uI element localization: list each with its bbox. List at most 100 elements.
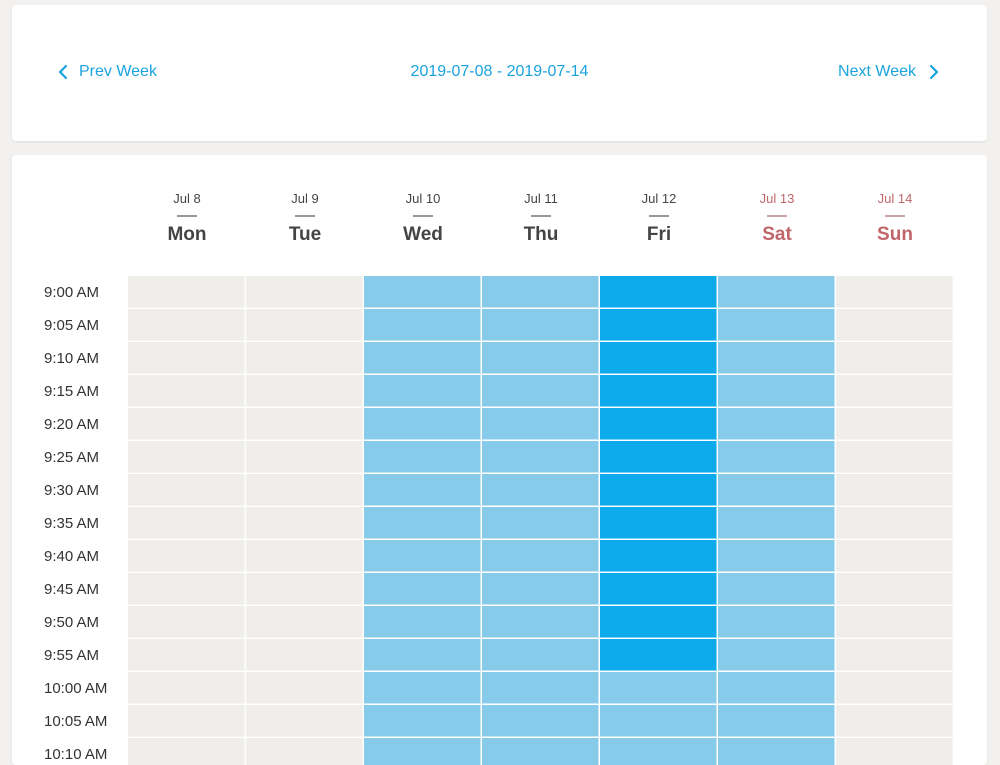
time-slot-sun[interactable] [836,408,953,440]
time-slot-wed[interactable] [364,408,481,440]
time-slot-thu[interactable] [482,474,599,506]
time-slot-mon[interactable] [128,606,245,638]
time-slot-fri[interactable] [600,507,717,539]
time-slot-thu[interactable] [482,408,599,440]
time-slot-wed[interactable] [364,639,481,671]
time-slot-sun[interactable] [836,705,953,737]
time-slot-wed[interactable] [364,672,481,704]
time-slot-sun[interactable] [836,309,953,341]
time-slot-sat[interactable] [718,276,835,308]
time-slot-mon[interactable] [128,342,245,374]
time-slot-tue[interactable] [246,408,363,440]
time-slot-tue[interactable] [246,639,363,671]
time-slot-wed[interactable] [364,276,481,308]
prev-week-button[interactable]: Prev Week [55,63,157,81]
time-slot-sat[interactable] [718,540,835,572]
time-slot-fri[interactable] [600,540,717,572]
time-slot-sun[interactable] [836,738,953,765]
time-slot-sat[interactable] [718,606,835,638]
time-slot-tue[interactable] [246,540,363,572]
time-slot-thu[interactable] [482,540,599,572]
time-slot-thu[interactable] [482,342,599,374]
time-slot-thu[interactable] [482,276,599,308]
time-slot-sat[interactable] [718,672,835,704]
time-slot-tue[interactable] [246,705,363,737]
time-slot-sat[interactable] [718,507,835,539]
time-slot-fri[interactable] [600,705,717,737]
time-slot-fri[interactable] [600,342,717,374]
time-slot-sun[interactable] [836,573,953,605]
time-slot-sun[interactable] [836,342,953,374]
time-slot-thu[interactable] [482,606,599,638]
time-slot-fri[interactable] [600,408,717,440]
time-slot-thu[interactable] [482,639,599,671]
time-slot-wed[interactable] [364,309,481,341]
time-slot-mon[interactable] [128,672,245,704]
next-week-button[interactable]: Next Week [838,63,942,81]
time-slot-tue[interactable] [246,738,363,765]
time-slot-thu[interactable] [482,507,599,539]
time-slot-sat[interactable] [718,738,835,765]
time-slot-sat[interactable] [718,474,835,506]
time-slot-fri[interactable] [600,606,717,638]
time-slot-mon[interactable] [128,738,245,765]
time-slot-sun[interactable] [836,606,953,638]
time-slot-sun[interactable] [836,639,953,671]
time-slot-thu[interactable] [482,573,599,605]
time-slot-sun[interactable] [836,375,953,407]
time-slot-thu[interactable] [482,738,599,765]
time-slot-thu[interactable] [482,375,599,407]
time-slot-fri[interactable] [600,276,717,308]
time-slot-fri[interactable] [600,474,717,506]
time-slot-thu[interactable] [482,705,599,737]
time-slot-fri[interactable] [600,309,717,341]
time-slot-tue[interactable] [246,672,363,704]
time-slot-mon[interactable] [128,705,245,737]
time-slot-fri[interactable] [600,738,717,765]
time-slot-sun[interactable] [836,507,953,539]
time-slot-sun[interactable] [836,672,953,704]
time-slot-tue[interactable] [246,276,363,308]
time-slot-sat[interactable] [718,639,835,671]
time-slot-mon[interactable] [128,408,245,440]
time-slot-thu[interactable] [482,672,599,704]
time-slot-wed[interactable] [364,606,481,638]
time-slot-sat[interactable] [718,705,835,737]
time-slot-fri[interactable] [600,639,717,671]
time-slot-tue[interactable] [246,309,363,341]
time-slot-sat[interactable] [718,309,835,341]
time-slot-sun[interactable] [836,540,953,572]
time-slot-sun[interactable] [836,474,953,506]
time-slot-wed[interactable] [364,474,481,506]
time-slot-tue[interactable] [246,375,363,407]
time-slot-wed[interactable] [364,375,481,407]
time-slot-tue[interactable] [246,507,363,539]
time-slot-tue[interactable] [246,573,363,605]
time-slot-sat[interactable] [718,375,835,407]
time-slot-mon[interactable] [128,573,245,605]
time-slot-mon[interactable] [128,639,245,671]
time-slot-thu[interactable] [482,309,599,341]
time-slot-sun[interactable] [836,276,953,308]
time-slot-tue[interactable] [246,342,363,374]
time-slot-fri[interactable] [600,672,717,704]
time-slot-mon[interactable] [128,540,245,572]
time-slot-sat[interactable] [718,342,835,374]
time-slot-fri[interactable] [600,441,717,473]
time-slot-mon[interactable] [128,507,245,539]
time-slot-fri[interactable] [600,375,717,407]
time-slot-sat[interactable] [718,573,835,605]
time-slot-wed[interactable] [364,540,481,572]
time-slot-mon[interactable] [128,474,245,506]
time-slot-tue[interactable] [246,474,363,506]
time-slot-tue[interactable] [246,606,363,638]
time-slot-wed[interactable] [364,705,481,737]
time-slot-sat[interactable] [718,408,835,440]
time-slot-wed[interactable] [364,441,481,473]
time-slot-wed[interactable] [364,738,481,765]
time-slot-wed[interactable] [364,507,481,539]
time-slot-mon[interactable] [128,309,245,341]
time-slot-mon[interactable] [128,276,245,308]
time-slot-tue[interactable] [246,441,363,473]
time-slot-wed[interactable] [364,573,481,605]
